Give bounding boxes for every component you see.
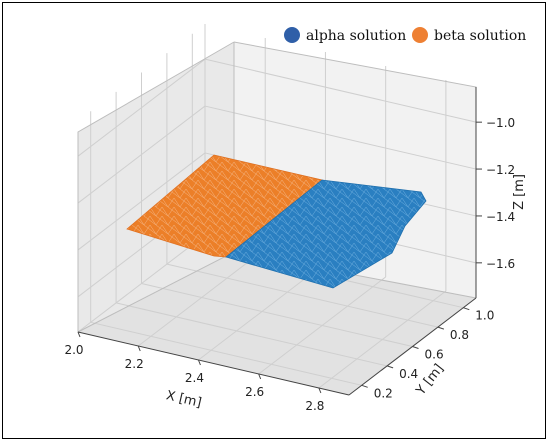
- y-tick-label-4: 1.0: [475, 309, 494, 323]
- grid-y-floor: [115, 302, 388, 367]
- grid-z-left: [77, 152, 206, 251]
- x-axis-line: [77, 331, 350, 396]
- z-tick-label-1: −1.2: [486, 163, 515, 177]
- x-tick: [137, 345, 141, 352]
- grid-y-floor: [90, 321, 362, 386]
- z-tick-label-2: −1.4: [486, 210, 515, 224]
- z-tick-label-3: −1.6: [486, 257, 515, 271]
- legend: alpha solution beta solution: [284, 27, 526, 44]
- legend-marker-beta: [412, 27, 428, 43]
- grid-y-floor: [141, 283, 413, 347]
- grid-z-back: [204, 58, 477, 123]
- z-tick-labels: −1.0 −1.2 −1.4 −1.6: [486, 116, 515, 271]
- y-tick: [412, 346, 419, 349]
- x-tick-labels: 2.0 2.2 2.4 2.6 2.8: [64, 343, 324, 413]
- z-tick-label-0: −1.0: [486, 116, 515, 130]
- left-wall-edge: [77, 41, 235, 332]
- legend-label-beta: beta solution: [434, 28, 526, 44]
- grid-y-floor: [166, 263, 439, 328]
- tick-marks: [77, 121, 482, 394]
- y-tick: [386, 365, 394, 369]
- y-tick-label-0: 0.2: [374, 386, 393, 400]
- x-tick: [258, 373, 262, 380]
- y-tick: [361, 384, 368, 388]
- z-axis-label: Z [m]: [512, 174, 527, 210]
- x-tick-label-2: 2.4: [185, 371, 204, 385]
- x-tick: [77, 331, 81, 338]
- grid-z-left: [77, 58, 206, 157]
- legend-label-alpha: alpha solution: [306, 28, 406, 44]
- x-tick-label-0: 2.0: [64, 343, 83, 357]
- x-axis-label: X [m]: [165, 388, 203, 411]
- y-tick-label-2: 0.6: [425, 348, 444, 362]
- y-tick: [463, 307, 470, 311]
- grid-z-back: [204, 105, 477, 170]
- x-tick-label-3: 2.6: [245, 385, 264, 399]
- left-wall-pane: [78, 42, 234, 332]
- y-tick-labels: 0.2 0.4 0.6 0.8 1.0: [374, 309, 495, 401]
- y-tick-label-3: 0.8: [450, 328, 469, 342]
- y-tick: [437, 326, 445, 330]
- grid-z-left: [77, 105, 206, 204]
- alpha-solution-surface: [225, 179, 427, 289]
- legend-marker-alpha: [284, 27, 300, 43]
- x-tick-label-4: 2.8: [305, 399, 324, 413]
- y-tick-label-1: 0.4: [399, 367, 418, 381]
- x-tick: [318, 387, 322, 394]
- x-tick: [197, 359, 201, 366]
- floor-back-edge-left: [77, 251, 235, 333]
- x-tick-label-1: 2.2: [125, 357, 144, 371]
